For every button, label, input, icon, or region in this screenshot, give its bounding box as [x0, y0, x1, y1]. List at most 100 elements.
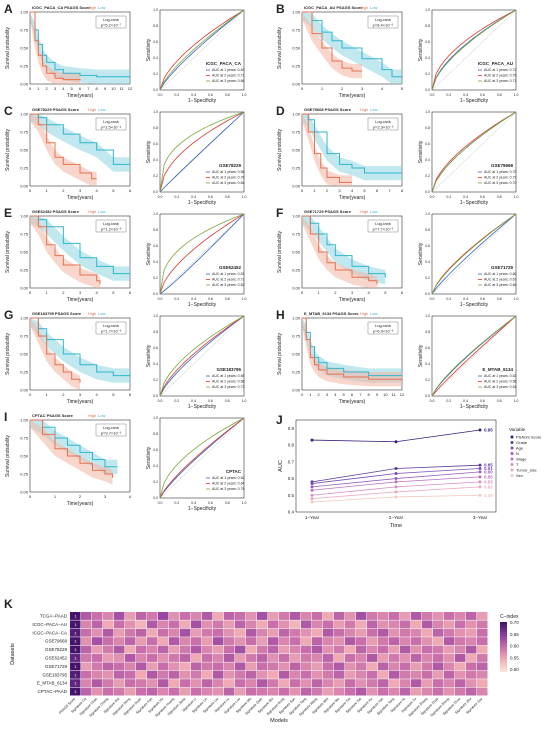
heatmap-row-label: TCGA−PAAD	[40, 614, 68, 619]
roc-curve-1-year	[159, 417, 245, 499]
km-xtick-label: 5	[401, 86, 404, 91]
logrank-pvalue: p=1.5×10⁻⁴	[101, 125, 122, 130]
km-low-curve	[30, 113, 130, 165]
km-xtick-label: 4	[381, 86, 384, 91]
legend-marker	[510, 474, 514, 477]
km-ytick-label: 1.00	[292, 10, 301, 15]
heatmap-cell	[279, 628, 290, 637]
heatmap-cell	[323, 628, 334, 637]
heatmap-cell	[169, 620, 180, 629]
km-ytick-label: 1.00	[20, 418, 29, 423]
roc-dataset-name: GSE79668	[491, 163, 514, 168]
heatmap-cell	[92, 645, 103, 654]
roc-xtick-label: 0.2	[174, 501, 179, 505]
colorbar-segment	[500, 629, 507, 633]
legend-low: Low	[98, 413, 105, 418]
heatmap-cell	[422, 645, 433, 654]
km-ytick-label: 0.75	[292, 130, 301, 135]
km-xtick-label: 5	[112, 392, 115, 397]
roc-auc-label: AUC at 1 years: 0.70	[484, 170, 517, 174]
km-low-curve	[30, 419, 118, 468]
line-ytick-label: 0.4	[288, 510, 295, 515]
heatmap-cell	[400, 628, 411, 637]
panel-letter: G	[4, 308, 13, 322]
logrank-label: Log-rank	[103, 221, 119, 226]
roc-ytick-label: 0.2	[425, 276, 430, 280]
heatmap-cell	[477, 670, 488, 679]
colorbar-segment	[500, 632, 507, 635]
heatmap-rank-label: 1	[74, 656, 77, 661]
roc-ytick-label: 0.0	[153, 88, 158, 92]
km-xtick-label: 8	[368, 392, 371, 397]
heatmap-cell	[323, 620, 334, 629]
km-xlabel: Time(years)	[339, 297, 366, 303]
roc-xtick-label: 0.0	[430, 195, 435, 199]
heatmap-rank-label: 1	[74, 681, 77, 686]
heatmap-cell	[334, 687, 345, 696]
heatmap-cell	[356, 679, 367, 688]
legend-marker	[510, 463, 514, 466]
roc-ytick-label: 0.4	[153, 362, 158, 366]
heatmap-cell	[466, 637, 477, 646]
heatmap-cell	[70, 612, 81, 620]
heatmap-cell	[433, 662, 444, 671]
logrank-label: Log-rank	[103, 323, 119, 328]
heatmap-cell	[158, 628, 169, 637]
km-frame	[301, 11, 403, 85]
heatmap-cell	[389, 687, 400, 696]
km-high-curve	[30, 113, 97, 180]
logrank-pvalue: p=5.2×10⁻⁷	[101, 23, 122, 28]
line-point	[478, 428, 482, 432]
heatmap-cell	[246, 654, 257, 662]
roc-xtick-label: 0.0	[158, 399, 163, 403]
roc-dataset-name: ICGC_PACA_AU	[478, 61, 513, 66]
km-xtick-label: 0	[301, 86, 304, 91]
heatmap-cell	[301, 662, 312, 671]
heatmap-cell	[202, 637, 213, 646]
km-low-confidence-band	[30, 318, 130, 383]
roc-ytick-label: 0.6	[425, 346, 430, 350]
heatmap-cell	[323, 670, 334, 679]
roc-curve-2-year	[159, 111, 245, 193]
heatmap-cell	[422, 679, 433, 688]
panel-letter: I	[4, 410, 7, 424]
heatmap-cell	[455, 662, 466, 671]
heatmap-cell	[312, 670, 323, 679]
km-xtick-label: 4	[96, 290, 99, 295]
roc-xtick-label: 0.4	[463, 399, 468, 403]
km-xtick-label: 1	[318, 290, 321, 295]
roc-xtick-label: 0.6	[208, 93, 213, 97]
heatmap-cell	[367, 670, 378, 679]
km-ylabel: Survival probability	[277, 231, 283, 273]
heatmap-cell	[92, 654, 103, 662]
heatmap-cell	[81, 662, 92, 671]
heatmap-cell	[279, 679, 290, 688]
heatmap-cell	[334, 620, 345, 629]
km-xtick-label: 2	[46, 86, 49, 91]
heatmap-cell	[147, 687, 158, 696]
roc-curve-2-year	[431, 111, 517, 193]
legend-high: High	[360, 209, 368, 214]
heatmap-cell	[279, 687, 290, 696]
heatmap-cell	[323, 645, 334, 654]
logrank-label: Log-rank	[103, 119, 119, 124]
roc-ytick-label: 0.6	[425, 142, 430, 146]
km-ylabel: Survival probability	[5, 435, 11, 477]
roc-ytick-label: 0.8	[153, 228, 158, 232]
roc-xtick-label: 0.4	[191, 195, 196, 199]
km-xtick-label: 6	[79, 86, 82, 91]
roc-xtick-label: 0.6	[480, 195, 485, 199]
roc-ytick-label: 0.6	[153, 448, 158, 452]
km-title: GSE78229 PSAGS Score	[32, 107, 80, 112]
roc-xtick-label: 0.0	[158, 501, 163, 505]
heatmap-cell	[422, 628, 433, 637]
heatmap-cell	[301, 687, 312, 696]
heatmap-cell	[202, 654, 213, 662]
roc-xtick-label: 1.0	[514, 297, 519, 301]
heatmap-cell	[455, 637, 466, 646]
heatmap-cell	[103, 687, 114, 696]
logrank-label: Log-rank	[375, 221, 391, 226]
logrank-box	[95, 219, 127, 233]
heatmap-cell	[114, 654, 125, 662]
